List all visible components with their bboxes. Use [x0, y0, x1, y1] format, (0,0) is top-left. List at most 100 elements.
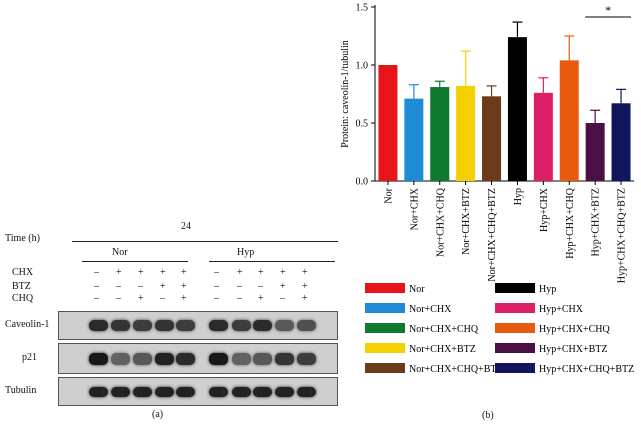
blot-band: [274, 320, 294, 331]
blot-band: [252, 320, 272, 331]
treatment-sign: –: [280, 293, 285, 304]
treatment-sign: +: [138, 293, 144, 304]
treatment-sign: +: [160, 267, 166, 278]
blot-band: [296, 352, 316, 365]
blot-band: [110, 320, 130, 331]
x-tick-label: Nor+CHX+CHQ: [435, 187, 446, 257]
x-tick-label: Nor+CHX+BTZ: [461, 188, 472, 255]
time-divider: [72, 241, 338, 242]
treatment-sign: +: [181, 293, 187, 304]
blot-band: [274, 386, 294, 397]
blot-panel-p21: [58, 343, 338, 374]
caption-b: (b): [482, 410, 494, 421]
group-divider-hyp: [209, 261, 335, 262]
blot-band: [208, 386, 228, 397]
blot-band: [175, 320, 195, 331]
blot-band: [231, 352, 251, 365]
treatment-sign: +: [181, 267, 187, 278]
treatment-sign: +: [302, 267, 308, 278]
treatment-sign: +: [280, 281, 286, 292]
blot-band: [154, 386, 174, 397]
treatment-sign: –: [214, 293, 219, 304]
treatment-sign: –: [160, 293, 165, 304]
bar: [404, 98, 424, 181]
treatment-sign: +: [237, 267, 243, 278]
blot-band: [132, 352, 152, 365]
bar: [482, 96, 502, 181]
bar: [559, 60, 579, 181]
blot-band: [154, 352, 174, 365]
blot-band: [175, 386, 195, 397]
blot-band: [296, 386, 316, 397]
significance-marker: *: [605, 3, 611, 17]
y-tick-label: 0.5: [356, 119, 369, 130]
blot-panel-caveolin-1: [58, 311, 338, 340]
bar: [507, 37, 527, 181]
treatment-sign: –: [94, 267, 99, 278]
treatment-sign: –: [116, 281, 121, 292]
x-tick-label: Nor: [383, 187, 394, 203]
treatment-sign: +: [138, 267, 144, 278]
blot-label-p21: p21: [22, 351, 37, 363]
y-tick-label: 1.5: [356, 3, 369, 14]
treatment-sign: –: [237, 281, 242, 292]
group-label-hyp: Hyp: [237, 247, 255, 258]
legend-label: Nor+CHX+BTZ: [409, 344, 476, 355]
treatment-sign: –: [94, 281, 99, 292]
y-tick-label: 0.0: [356, 177, 369, 188]
treatment-label-btz: BTZ: [12, 281, 31, 292]
legend-label: Nor+CHX+CHQ: [409, 324, 479, 335]
x-tick-label: Nor+CHX+CHQ+BTZ: [487, 188, 498, 282]
treatment-sign: +: [302, 281, 308, 292]
treatment-sign: –: [258, 281, 263, 292]
blot-band: [110, 386, 130, 397]
x-tick-label: Hyp+CHX+BTZ: [591, 188, 602, 257]
blot-label-tubulin: Tubulin: [5, 384, 37, 396]
blot-band: [252, 386, 272, 397]
treatment-sign: +: [258, 267, 264, 278]
blot-band: [208, 352, 228, 365]
blot-label-caveolin-1: Caveolin-1: [5, 318, 50, 330]
blot-band: [88, 320, 108, 331]
legend-label: Hyp+CHX+BTZ: [539, 344, 608, 355]
time-label: Time (h): [5, 233, 40, 244]
legend-label: Hyp+CHX+CHQ: [539, 324, 611, 335]
legend-swatch: [365, 323, 405, 333]
legend-label: Hyp: [539, 284, 556, 295]
treatment-sign: –: [214, 267, 219, 278]
blot-band: [274, 352, 294, 365]
legend-swatch: [495, 363, 535, 373]
blot-band: [88, 352, 108, 365]
treatment-sign: +: [181, 281, 187, 292]
group-label-nor: Nor: [112, 247, 128, 258]
blot-band: [175, 352, 195, 365]
treatment-sign: –: [237, 293, 242, 304]
legend-label: Nor: [409, 284, 425, 295]
treatment-sign: –: [214, 281, 219, 292]
caption-a: (a): [152, 409, 164, 420]
treatment-sign: +: [160, 281, 166, 292]
legend-label: Nor+CHX+CHQ+BTZ: [409, 364, 503, 375]
x-tick-label: Hyp: [513, 188, 524, 205]
blot-band: [154, 320, 174, 331]
blot-band: [88, 386, 108, 397]
bar: [611, 103, 631, 181]
bar: [456, 85, 476, 181]
legend-swatch: [495, 283, 535, 293]
x-tick-label: Nor+CHX: [409, 187, 420, 230]
y-axis-label: Protein: caveolin-1/tubulin: [340, 40, 351, 147]
blot-panel-tubulin: [58, 377, 338, 406]
treatment-sign: +: [258, 293, 264, 304]
treatment-sign: +: [280, 267, 286, 278]
bar: [378, 65, 398, 181]
treatment-sign: –: [94, 293, 99, 304]
blot-band: [110, 352, 130, 365]
bar: [533, 92, 553, 181]
x-tick-label: Hyp+CHX+CHQ: [565, 187, 576, 259]
blot-band: [132, 386, 152, 397]
bar-chart: 0.0 0.5 1.0 1.5 Protein: caveolin-1/tubulin N…: [340, 3, 634, 376]
blot-band: [252, 352, 272, 365]
treatment-sign: +: [302, 293, 308, 304]
bar: [585, 123, 605, 181]
blot-band: [208, 320, 228, 331]
